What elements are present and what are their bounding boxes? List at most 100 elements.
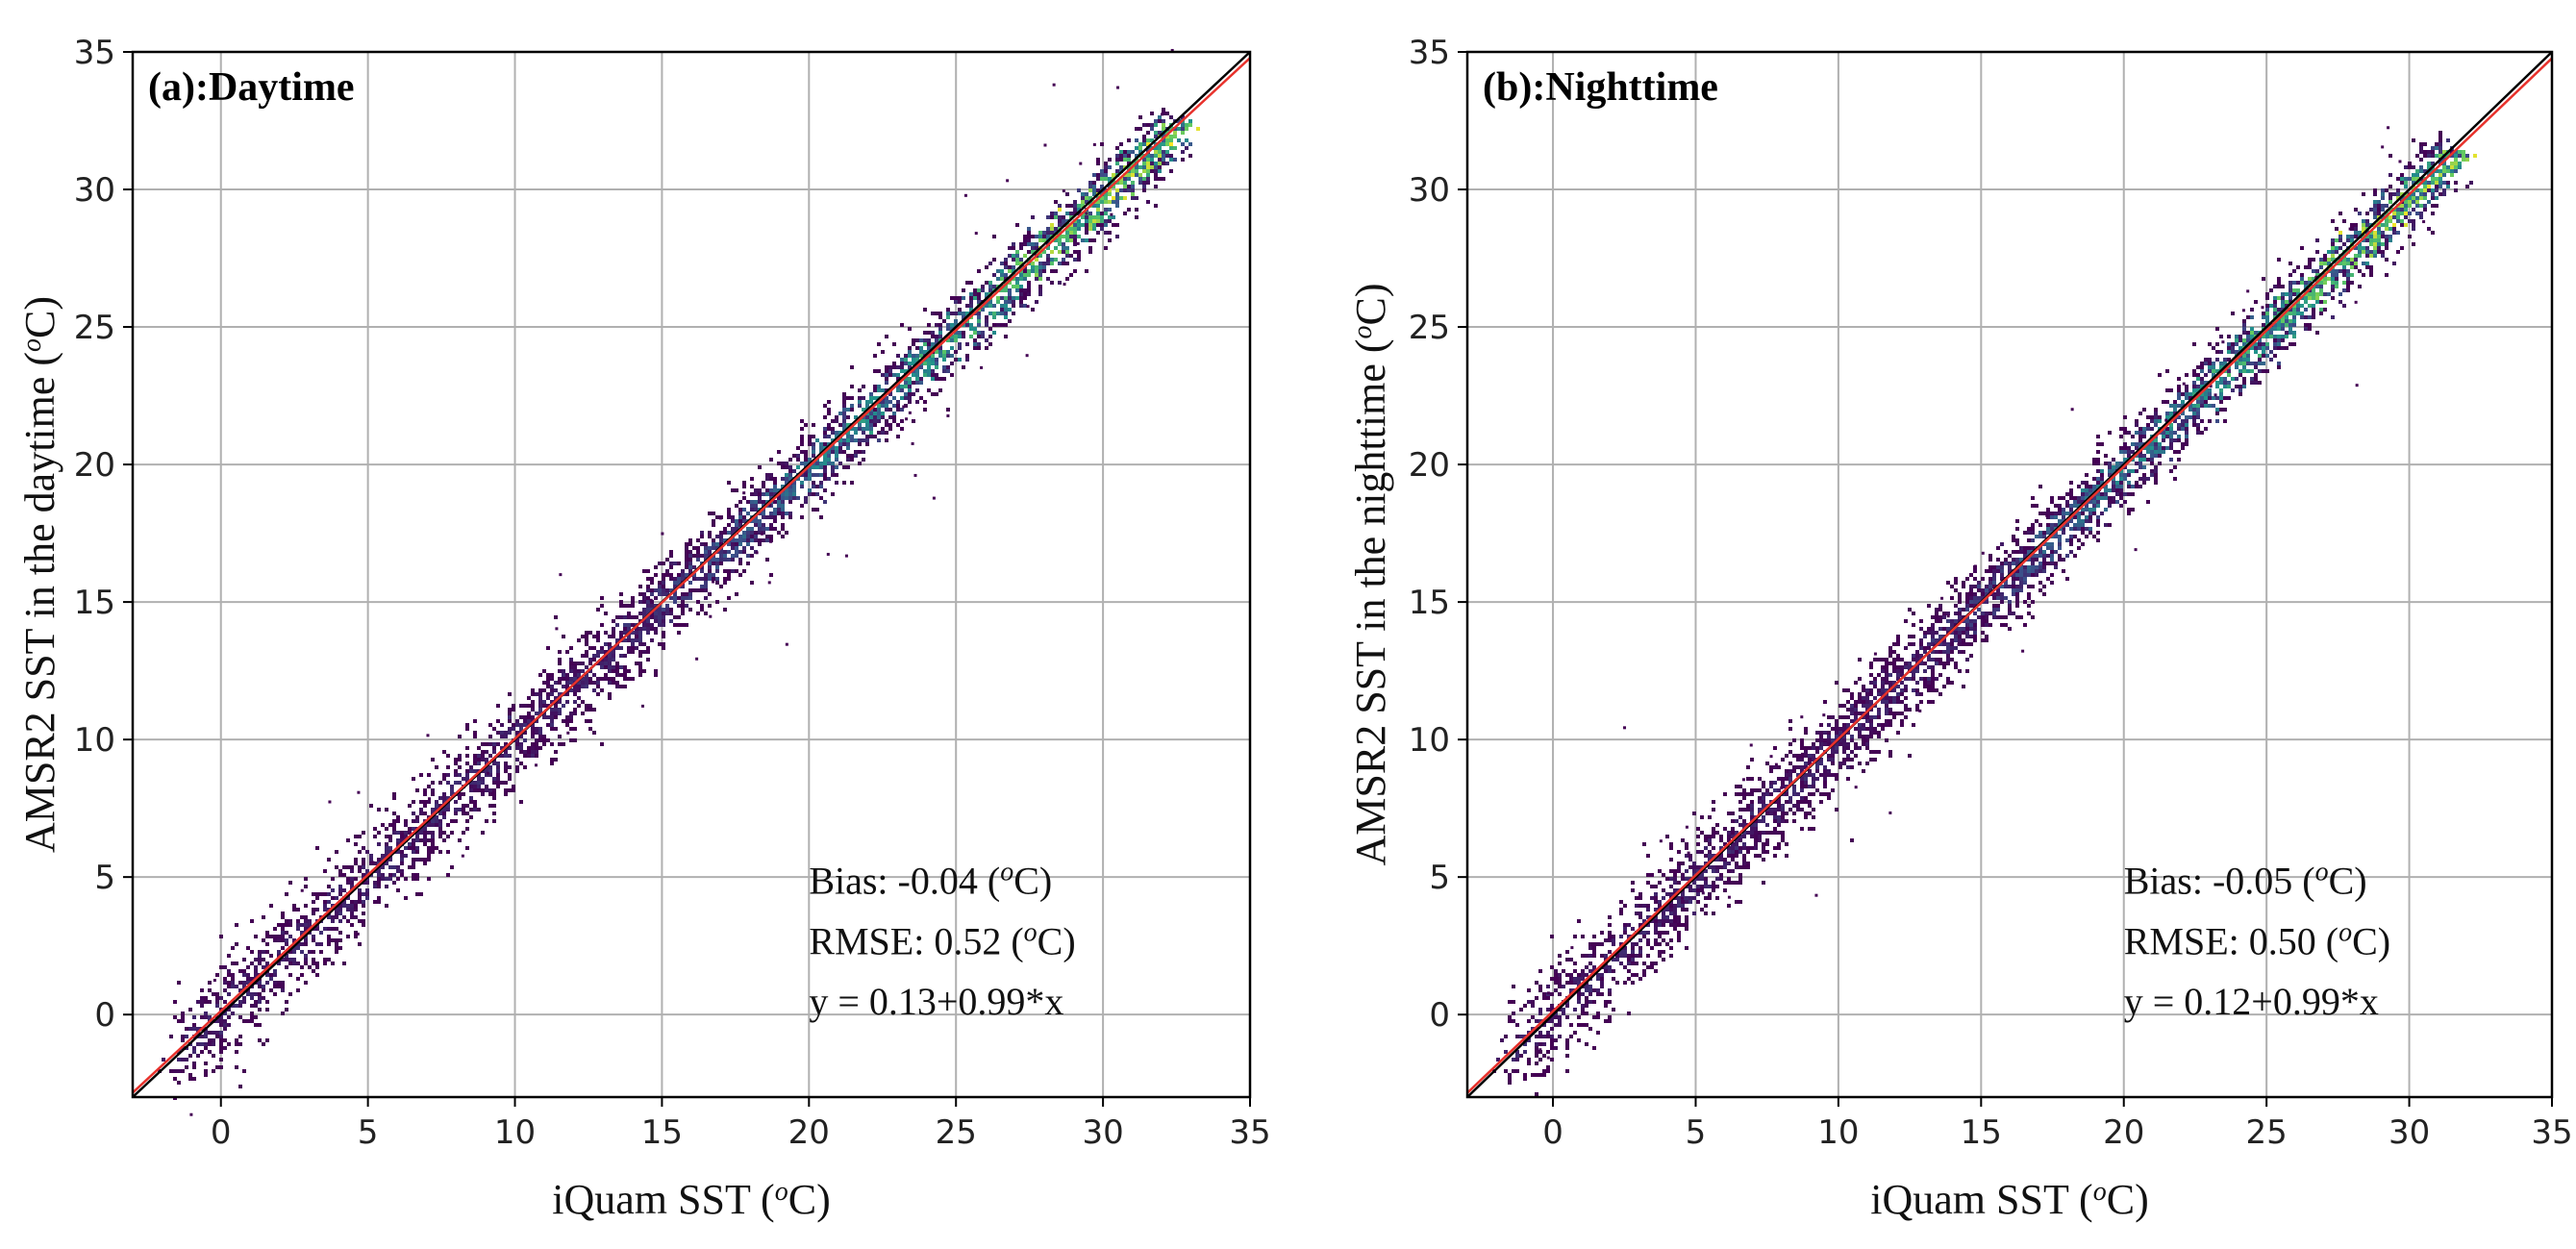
density-point <box>881 412 885 415</box>
density-point <box>362 900 365 904</box>
density-point <box>1150 112 1154 115</box>
density-point <box>823 454 827 458</box>
y-tick-label: 0 <box>94 996 115 1035</box>
density-point <box>638 635 642 638</box>
density-point <box>1108 158 1112 162</box>
density-point <box>454 781 458 785</box>
density-point <box>931 331 935 335</box>
density-point <box>896 408 900 412</box>
density-point <box>596 685 600 688</box>
density-point <box>985 319 988 323</box>
density-point <box>392 796 396 800</box>
density-point <box>592 681 596 685</box>
density-point <box>723 550 727 554</box>
density-point <box>992 258 996 262</box>
density-point <box>1004 258 1008 262</box>
density-point <box>927 323 931 327</box>
density-point <box>535 731 538 735</box>
density-point <box>488 788 492 792</box>
density-point <box>550 715 554 719</box>
density-point <box>419 858 423 862</box>
density-point <box>1027 238 1031 242</box>
density-point <box>1115 188 1119 192</box>
density-point <box>250 996 254 1000</box>
density-point <box>512 785 515 788</box>
density-point <box>1719 846 1723 850</box>
density-point <box>173 1000 177 1004</box>
density-point <box>831 473 835 477</box>
density-point <box>977 288 981 292</box>
density-point <box>988 300 992 304</box>
density-point <box>412 800 415 804</box>
density-point <box>938 312 942 315</box>
density-point <box>585 719 588 723</box>
density-point <box>850 408 854 412</box>
density-point <box>531 754 535 758</box>
density-point <box>1054 269 1058 273</box>
density-point <box>708 577 712 581</box>
density-point <box>319 931 323 935</box>
density-point <box>1108 231 1112 235</box>
density-point <box>746 538 750 542</box>
density-point <box>1962 638 1965 642</box>
density-point <box>235 923 238 927</box>
density-point <box>412 850 415 854</box>
density-point <box>919 350 923 354</box>
density-point <box>400 835 404 838</box>
density-point <box>1023 254 1027 258</box>
density-point <box>1142 188 1146 192</box>
density-point <box>200 1035 204 1038</box>
density-point <box>1962 615 1965 619</box>
density-point <box>458 754 462 758</box>
density-point <box>1146 181 1150 185</box>
density-point <box>527 719 531 723</box>
density-point <box>1158 119 1162 123</box>
density-point <box>1527 1038 1531 1042</box>
density-point <box>188 1077 192 1081</box>
density-point <box>896 435 900 438</box>
density-point <box>569 738 573 742</box>
density-point <box>750 477 754 481</box>
density-point <box>296 988 300 992</box>
density-point <box>473 735 477 738</box>
density-point <box>688 554 692 558</box>
density-point <box>662 592 665 596</box>
density-point <box>1704 877 1708 881</box>
density-point <box>2438 173 2442 177</box>
density-point <box>1515 1023 1519 1027</box>
density-point <box>862 458 865 462</box>
density-point <box>812 450 815 454</box>
density-point <box>1065 192 1069 196</box>
density-point <box>688 581 692 585</box>
density-point <box>173 1077 177 1081</box>
density-point <box>900 323 904 327</box>
density-point <box>523 750 527 754</box>
density-point <box>612 654 615 658</box>
density-point <box>469 769 473 773</box>
density-point <box>735 527 738 531</box>
density-point <box>796 465 800 469</box>
density-point <box>1085 215 1088 219</box>
density-point <box>873 354 877 358</box>
density-point <box>492 762 496 765</box>
density-point <box>1000 288 1004 292</box>
density-point <box>769 535 773 538</box>
density-point <box>931 342 935 346</box>
density-point <box>873 419 877 423</box>
density-point <box>1038 277 1042 281</box>
density-point <box>758 523 762 527</box>
density-point <box>965 354 969 358</box>
density-point <box>1835 777 1838 781</box>
density-point <box>258 1038 262 1042</box>
density-point <box>1935 619 1938 623</box>
density-point <box>2354 208 2358 212</box>
density-point <box>515 738 519 742</box>
density-point <box>942 365 946 369</box>
density-point <box>331 896 335 900</box>
density-point <box>1035 300 1038 304</box>
density-point <box>350 912 354 915</box>
density-point <box>800 481 804 485</box>
density-point <box>246 1019 250 1023</box>
density-point <box>1096 231 1100 235</box>
density-point <box>1796 754 1800 758</box>
